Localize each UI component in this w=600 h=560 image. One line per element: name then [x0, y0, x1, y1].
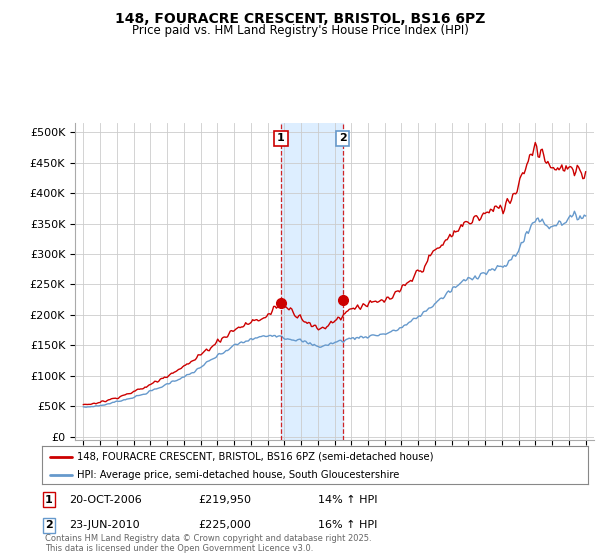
Text: Price paid vs. HM Land Registry's House Price Index (HPI): Price paid vs. HM Land Registry's House … [131, 24, 469, 36]
Text: Contains HM Land Registry data © Crown copyright and database right 2025.
This d: Contains HM Land Registry data © Crown c… [45, 534, 371, 553]
Text: 16% ↑ HPI: 16% ↑ HPI [318, 520, 377, 530]
Text: 1: 1 [277, 133, 285, 143]
Text: 2: 2 [45, 520, 53, 530]
Bar [281, 123, 343, 440]
Text: 1: 1 [45, 494, 53, 505]
Text: 14% ↑ HPI: 14% ↑ HPI [318, 494, 377, 505]
Text: 20-OCT-2006: 20-OCT-2006 [69, 494, 142, 505]
Text: 23-JUN-2010: 23-JUN-2010 [69, 520, 140, 530]
Text: 2: 2 [338, 133, 346, 143]
Text: £219,950: £219,950 [198, 494, 251, 505]
Text: 148, FOURACRE CRESCENT, BRISTOL, BS16 6PZ (semi-detached house): 148, FOURACRE CRESCENT, BRISTOL, BS16 6P… [77, 451, 434, 461]
Text: HPI: Average price, semi-detached house, South Gloucestershire: HPI: Average price, semi-detached house,… [77, 470, 400, 480]
Text: 148, FOURACRE CRESCENT, BRISTOL, BS16 6PZ: 148, FOURACRE CRESCENT, BRISTOL, BS16 6P… [115, 12, 485, 26]
Text: £225,000: £225,000 [198, 520, 251, 530]
